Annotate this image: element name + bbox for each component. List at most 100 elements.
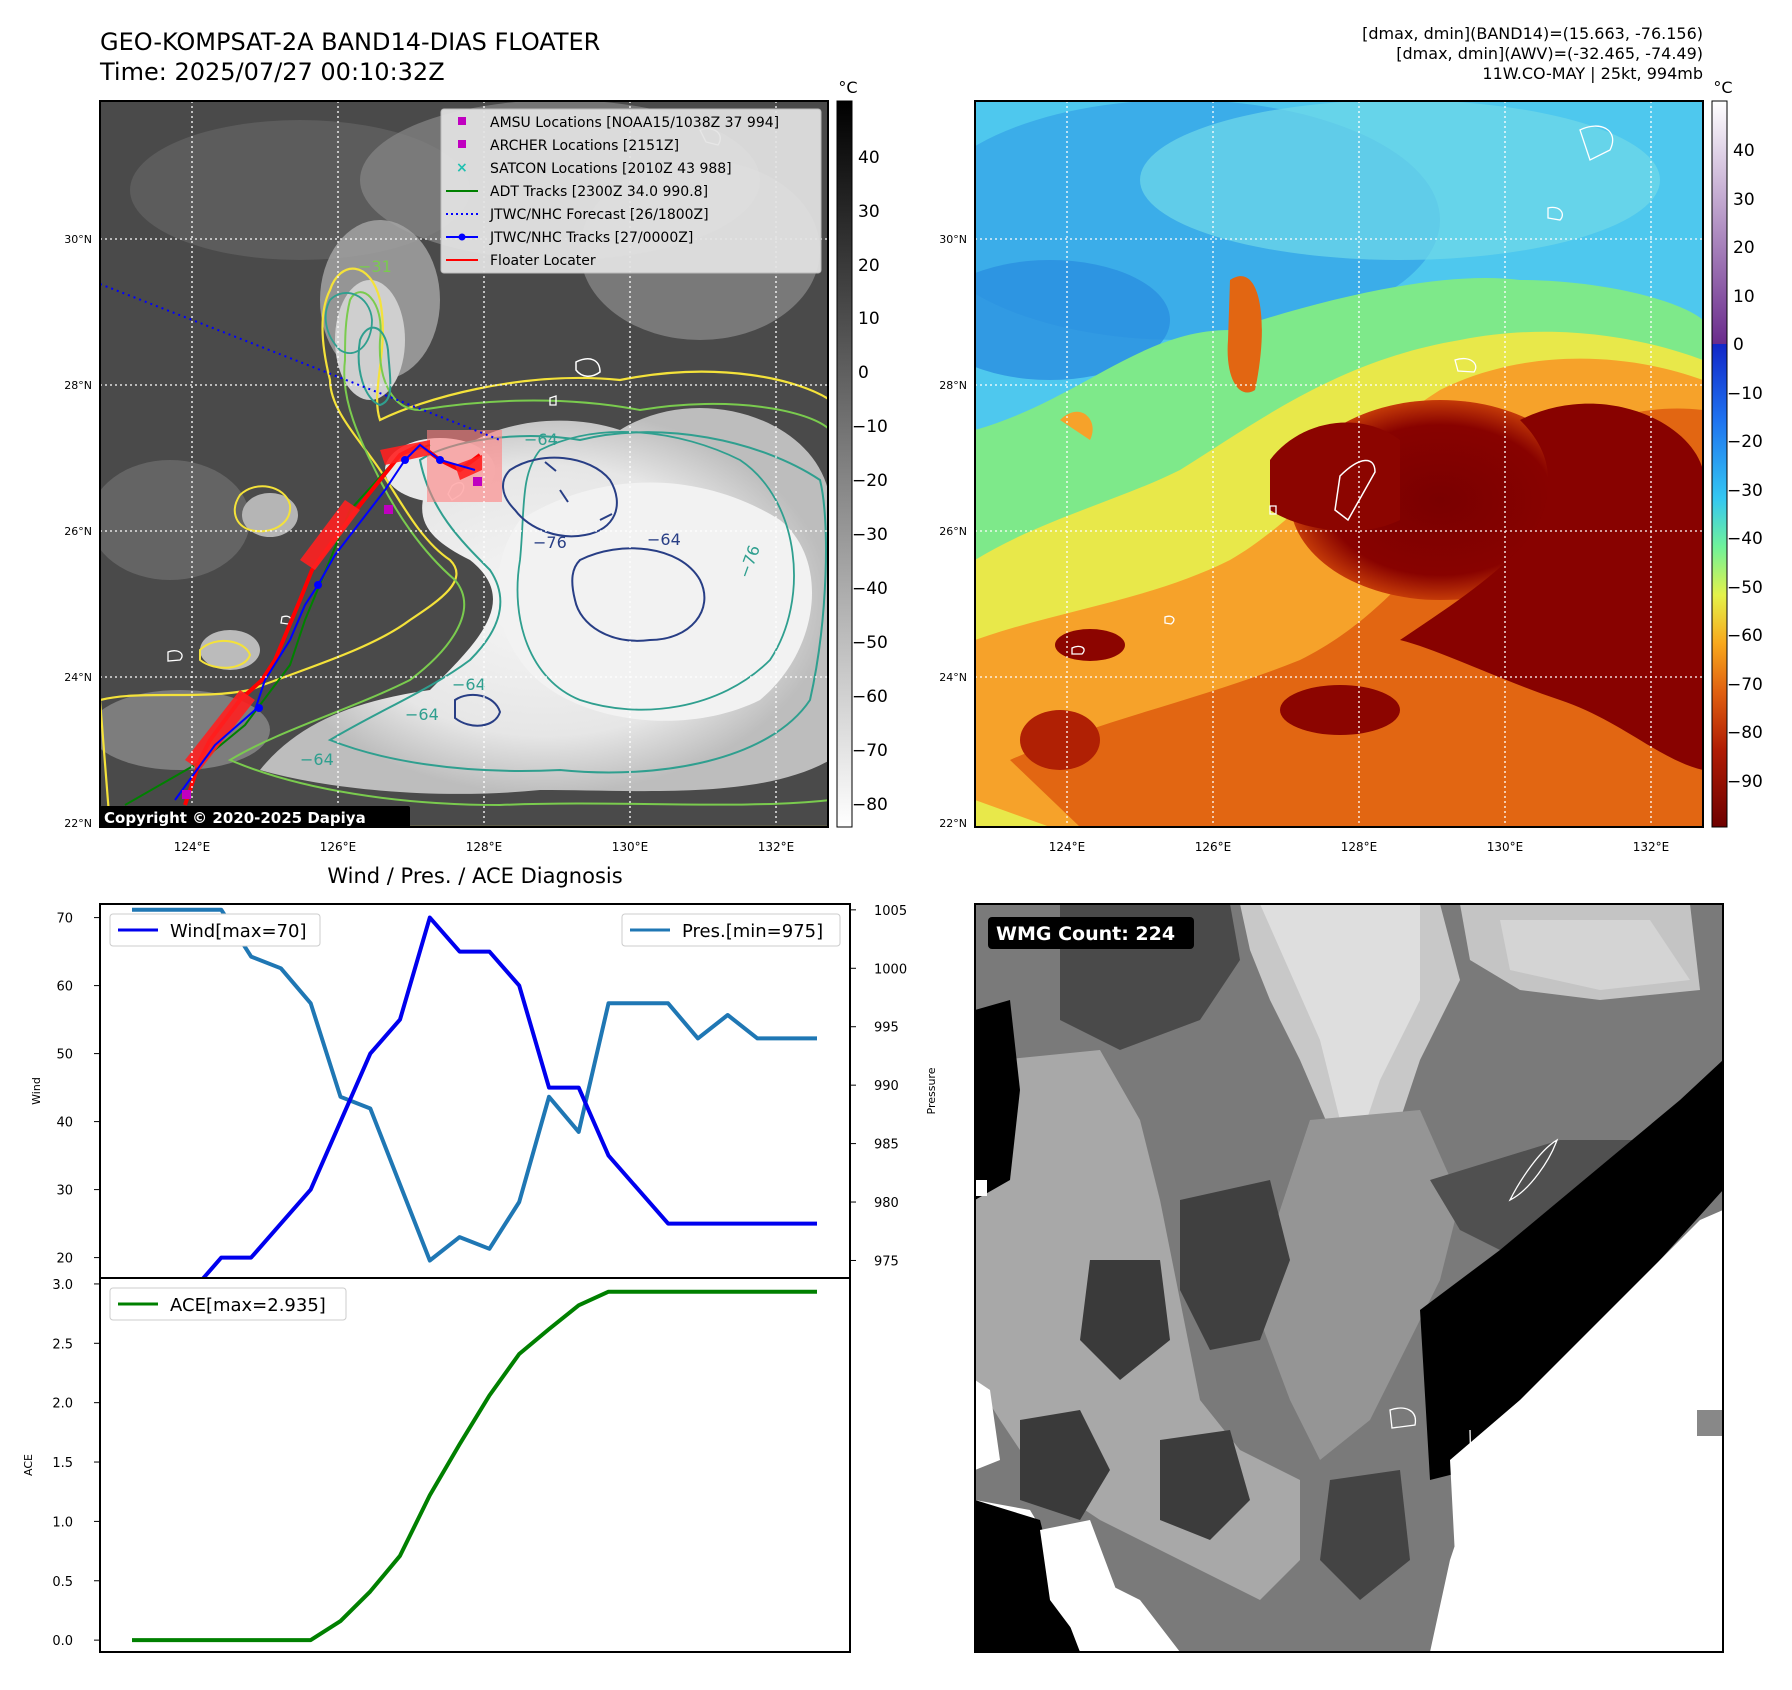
wv-tick: −90 xyxy=(1727,772,1763,792)
ir-lat-labels: 30°N 28°N 26°N 24°N 22°N xyxy=(64,233,92,830)
pressure-tick-label: 985 xyxy=(874,1138,899,1153)
ir-tick: −40 xyxy=(852,579,888,599)
pressure-tick-label: 990 xyxy=(874,1079,899,1094)
legend-satcon: SATCON Locations [2010Z 43 988] xyxy=(490,161,732,177)
ir-tick: 20 xyxy=(858,256,880,276)
wv-tick: −40 xyxy=(1727,529,1763,549)
lat-label: 24°N xyxy=(64,671,92,684)
pressure-legend: Pres.[min=975] xyxy=(621,913,841,947)
legend-jtwc: JTWC/NHC Tracks [27/0000Z] xyxy=(489,230,693,246)
ace-legend-label: ACE[max=2.935] xyxy=(170,1295,326,1316)
wv-tick: 30 xyxy=(1733,190,1755,210)
wind-tick-label: 70 xyxy=(56,912,73,927)
copyright-text: Copyright © 2020-2025 Dapiya xyxy=(104,809,366,827)
info-storm: 11W.CO-MAY | 25kt, 994mb xyxy=(1482,64,1703,83)
ace-legend: ACE[max=2.935] xyxy=(109,1287,347,1321)
wind-tick-label: 20 xyxy=(56,1252,73,1267)
lat-label: 22°N xyxy=(64,817,92,830)
wind-tick-label: 30 xyxy=(56,1184,73,1199)
wv-imagery xyxy=(975,101,1703,827)
lon-label: 130°E xyxy=(612,840,649,854)
wmg-imagery xyxy=(975,904,1723,1652)
contour-label: −76 xyxy=(533,533,567,552)
lon-label: 132°E xyxy=(1633,840,1670,854)
wv-tick: −50 xyxy=(1727,578,1763,598)
wind-pressure-series xyxy=(132,907,817,1294)
wind-pressure-chart: 20 30 40 50 60 70 975 980 985 990 995 1000 1005 Win… xyxy=(30,903,938,1294)
ir-tick: −10 xyxy=(852,417,888,437)
ace-axis-label: ACE xyxy=(22,1454,35,1476)
legend-floater: Floater Locater xyxy=(490,253,596,269)
contour-label: −64 xyxy=(300,750,334,769)
pressure-tick-label: 980 xyxy=(874,1196,899,1211)
pressure-tick-label: 1005 xyxy=(874,904,907,919)
legend-forecast: JTWC/NHC Forecast [26/1800Z] xyxy=(489,207,709,223)
ace-tick-label: 3.0 xyxy=(52,1278,73,1293)
info-awv: [dmax, dmin](AWV)=(-32.465, -74.49) xyxy=(1396,44,1703,63)
wind-tick-label: 60 xyxy=(56,980,73,995)
lon-label: 132°E xyxy=(758,840,795,854)
wv-colorbar: °C 40 30 20 10 0 −10 −20 −30 −40 −50 −60… xyxy=(1711,78,1763,828)
copyright-box xyxy=(100,806,410,828)
pressure-tick-label: 1000 xyxy=(874,962,907,977)
wv-colorbar-ticks: 40 30 20 10 0 −10 −20 −30 −40 −50 −60 −7… xyxy=(1727,141,1763,792)
wv-tick: 40 xyxy=(1733,141,1755,161)
wv-gridlines xyxy=(975,101,1703,827)
lon-label: 130°E xyxy=(1487,840,1524,854)
wv-tick: −60 xyxy=(1727,626,1763,646)
wv-tick: 0 xyxy=(1733,335,1744,355)
wind-tick-label: 50 xyxy=(56,1048,73,1063)
wv-tick: −80 xyxy=(1727,723,1763,743)
pressure-tick-label: 975 xyxy=(874,1254,899,1269)
archer-marker xyxy=(384,505,393,514)
pressure-legend-label: Pres.[min=975] xyxy=(682,921,823,942)
lat-label: 24°N xyxy=(939,671,967,684)
lat-label: 30°N xyxy=(64,233,92,246)
wind-tick-label: 40 xyxy=(56,1116,73,1131)
lon-label: 128°E xyxy=(466,840,503,854)
ace-chart: 0.0 0.5 1.0 1.5 2.0 2.5 3.0 ACE ACE[max=2.935] xyxy=(22,1277,851,1653)
ace-tick-label: 0.0 xyxy=(52,1634,73,1649)
pressure-line xyxy=(132,907,817,1263)
ace-y-axis: 0.0 0.5 1.0 1.5 2.0 2.5 3.0 xyxy=(52,1278,100,1649)
amsu-marker xyxy=(473,477,482,486)
wmg-count-text: WMG Count: 224 xyxy=(996,923,1175,945)
legend-amsu: AMSU Locations [NOAA15/1038Z 37 994] xyxy=(490,115,779,131)
pressure-y-axis: 975 980 985 990 995 1000 1005 xyxy=(850,904,907,1269)
legend-archer: ARCHER Locations [2151Z] xyxy=(490,138,679,154)
pressure-tick-label: 995 xyxy=(874,1021,899,1036)
wind-legend-label: Wind[max=70] xyxy=(170,921,307,942)
ir-lon-labels: 124°E 126°E 128°E 130°E 132°E xyxy=(174,840,795,854)
ir-tick: 10 xyxy=(858,309,880,329)
wv-tick: −70 xyxy=(1727,675,1763,695)
wind-y-axis: 20 30 40 50 60 70 xyxy=(56,912,100,1267)
lon-label: 124°E xyxy=(1049,840,1086,854)
ir-tick: 0 xyxy=(858,363,869,383)
wv-tick: −20 xyxy=(1727,432,1763,452)
figure-title: GEO-KOMPSAT-2A BAND14-DIAS FLOATER xyxy=(100,28,600,56)
contour-label: −64 xyxy=(647,530,681,549)
track-legend: AMSU Locations [NOAA15/1038Z 37 994] ARC… xyxy=(440,108,822,274)
lon-label: 124°E xyxy=(174,840,211,854)
legend-adt: ADT Tracks [2300Z 34.0 990.8] xyxy=(490,184,708,200)
ir-colorbar-unit: °C xyxy=(838,78,857,97)
ace-tick-label: 2.5 xyxy=(52,1337,73,1352)
lat-label: 26°N xyxy=(64,525,92,538)
lon-label: 126°E xyxy=(320,840,357,854)
wmg-count-badge xyxy=(988,917,1194,949)
wind-line xyxy=(132,915,817,1294)
ir-tick: −50 xyxy=(852,633,888,653)
contour-label: −64 xyxy=(452,675,486,694)
ir-tick: −30 xyxy=(852,525,888,545)
lat-label: 28°N xyxy=(939,379,967,392)
ir-tick: −60 xyxy=(852,687,888,707)
ir-tick: −20 xyxy=(852,471,888,491)
wv-tick: −30 xyxy=(1727,481,1763,501)
ace-line xyxy=(132,1289,817,1643)
wmg-panel: WMG Count: 224 xyxy=(974,903,1724,1653)
wind-axis-label: Wind xyxy=(30,1077,43,1105)
legend-archer-marker xyxy=(458,140,466,148)
ir-map-panel: −31 −64 −76 −64 −76 −64 −64 −64 xyxy=(64,100,829,854)
ace-tick-label: 1.5 xyxy=(52,1456,73,1471)
contour-label: −64 xyxy=(405,705,439,724)
